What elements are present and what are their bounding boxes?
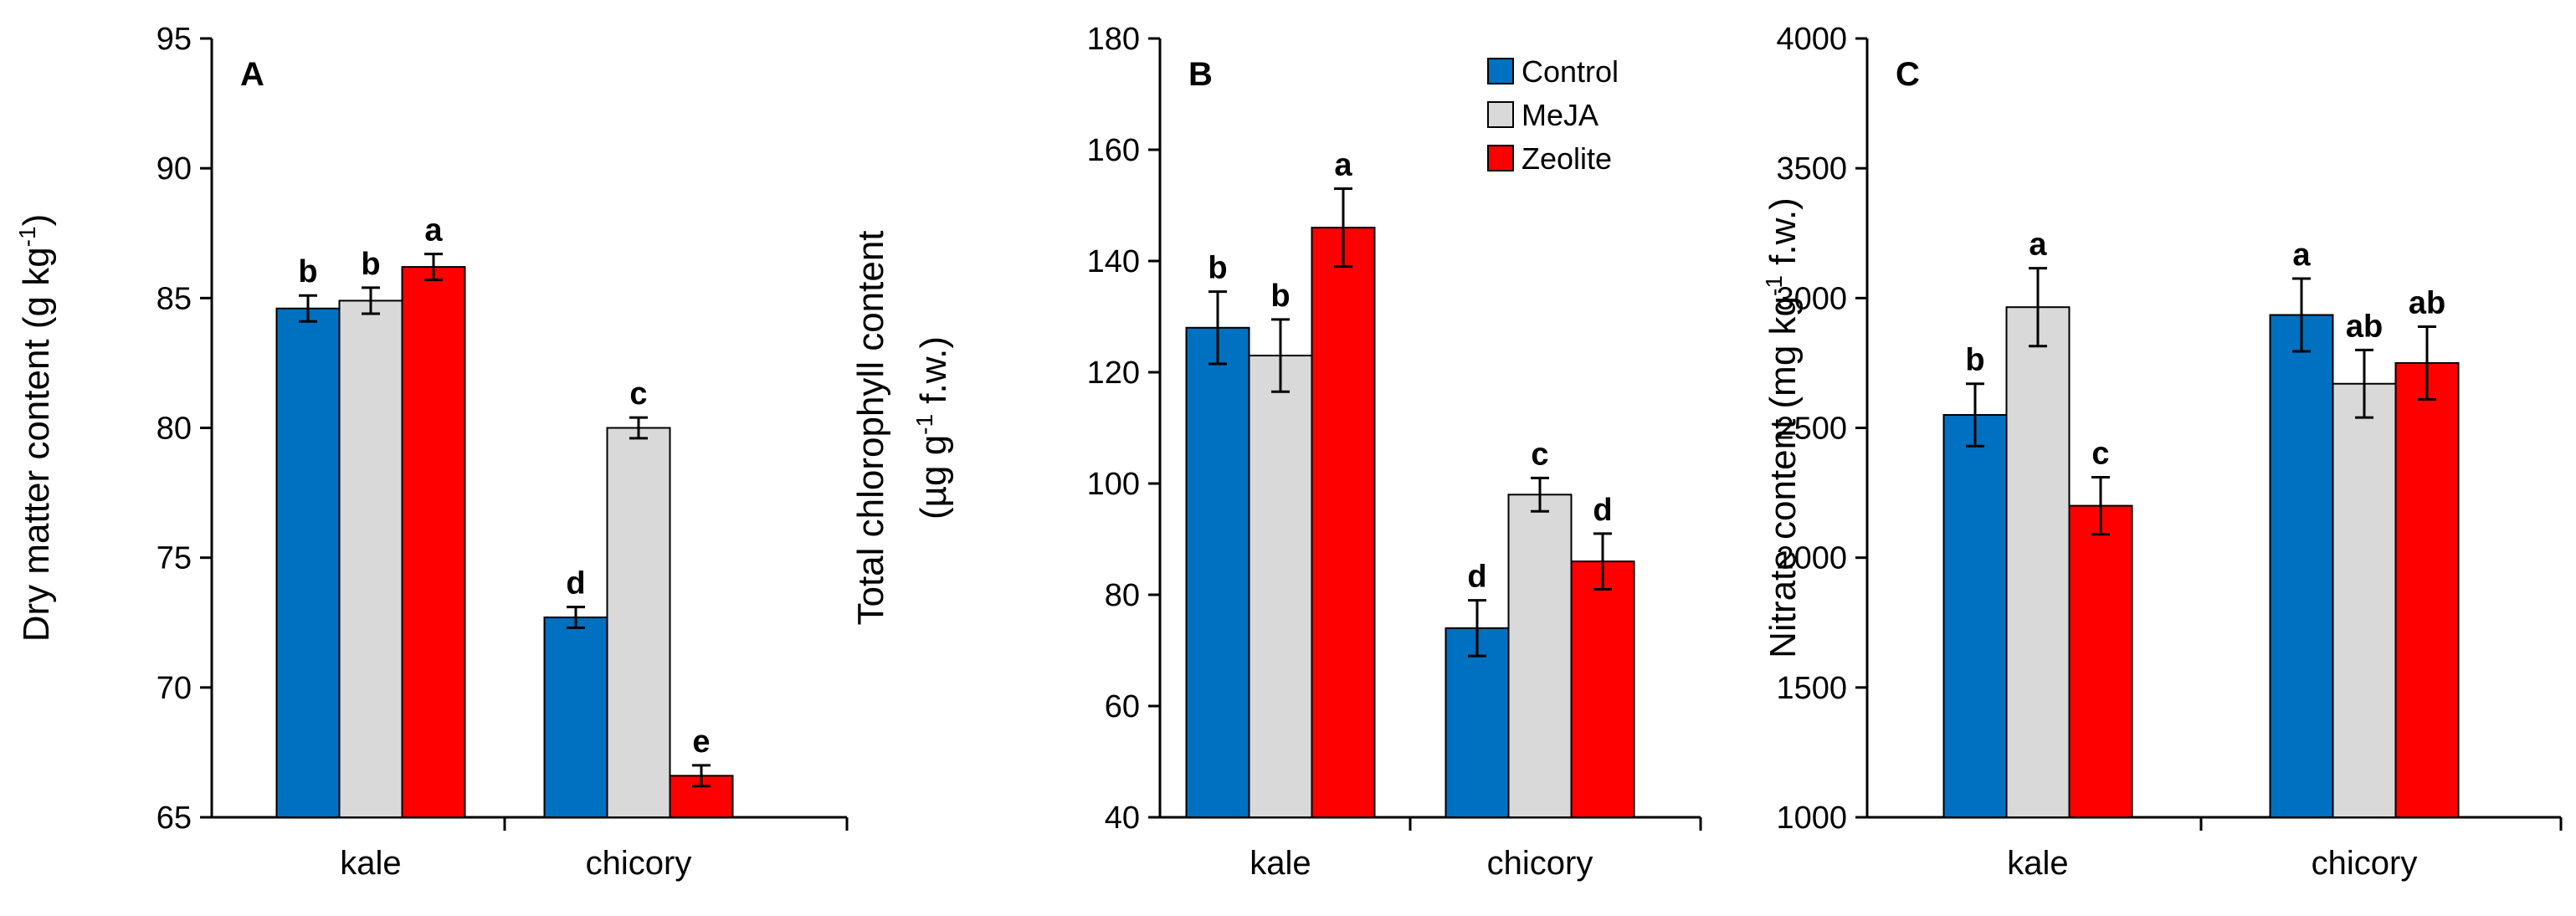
- y-tick-label: 40: [1105, 801, 1140, 836]
- y-axis-label-superscript: -1: [14, 226, 40, 247]
- y-tick-label: 3000: [1776, 281, 1847, 316]
- y-tick-label: 3500: [1776, 151, 1847, 187]
- significance-letter: c: [1531, 437, 1548, 472]
- bar-meja: [338, 299, 403, 819]
- panel-letter: A: [240, 56, 264, 93]
- y-tick-label: 65: [157, 801, 192, 836]
- x-category-label: kale: [340, 845, 401, 882]
- bar-zeolite: [2394, 361, 2460, 818]
- bar-control: [2269, 314, 2334, 818]
- significance-letter: d: [1593, 493, 1612, 528]
- significance-letter: b: [1208, 251, 1227, 286]
- x-category-label: kale: [2007, 845, 2068, 882]
- bar-zeolite: [1570, 560, 1635, 818]
- y-axis-label-superscript: -1: [1761, 275, 1787, 296]
- bar-meja: [606, 427, 671, 818]
- y-axis-label-part: (µg g: [913, 435, 954, 519]
- legend-label: Control: [1521, 54, 1619, 89]
- panel-a: 65 70 75 80 85 90 95 kale chicory Ab d b c a e Dry matt…: [14, 22, 849, 882]
- significance-letter: d: [1467, 560, 1486, 595]
- significance-letter: c: [629, 376, 647, 412]
- significance-letter: ab: [2346, 309, 2383, 344]
- y-tick-label: 80: [157, 412, 192, 447]
- significance-letter: a: [2029, 228, 2047, 263]
- y-axis-label-superscript: -1: [911, 414, 937, 435]
- y-tick-label: 70: [157, 671, 192, 706]
- y-tick-label: 100: [1087, 467, 1140, 502]
- x-category-label: chicory: [2312, 845, 2418, 882]
- significance-letter: b: [1965, 343, 1984, 378]
- y-tick-label: 60: [1105, 689, 1140, 724]
- bar-control: [1445, 627, 1510, 819]
- significance-letter: b: [361, 247, 380, 282]
- bar-meja: [2005, 306, 2071, 818]
- legend-swatch-meja: [1487, 101, 1514, 128]
- y-tick-label: 2000: [1776, 541, 1847, 576]
- significance-letter: b: [1270, 279, 1290, 314]
- significance-letter: a: [1334, 148, 1352, 183]
- significance-letter: c: [2091, 436, 2109, 471]
- y-axis-label: Nitrate content (mg kg-1 f.w.): [1761, 197, 1804, 658]
- y-tick-label: 1000: [1776, 801, 1847, 836]
- y-axis-label-line2: (µg g-1 f.w.): [911, 336, 954, 519]
- y-tick-label: 85: [157, 281, 192, 316]
- y-tick-label: 160: [1087, 133, 1140, 168]
- bar-meja: [2332, 382, 2397, 818]
- panel-letter: C: [1896, 56, 1920, 93]
- bar-meja: [1507, 494, 1573, 818]
- x-category-label: kale: [1250, 845, 1311, 882]
- panel-c: 1000 1500 2000 2500 3000 3500 4000 kale chicory C…: [1761, 22, 2563, 882]
- y-axis-label: Total chlorophyll content: [850, 230, 891, 625]
- significance-letter: ab: [2409, 285, 2445, 320]
- significance-letter: a: [424, 213, 443, 248]
- bar-control: [543, 617, 608, 818]
- bar-zeolite: [2068, 504, 2133, 818]
- y-tick-label: 180: [1087, 22, 1140, 57]
- significance-letter: b: [298, 254, 317, 289]
- bar-zeolite: [401, 266, 466, 818]
- y-axis-label-part: f.w.): [1763, 197, 1804, 275]
- y-tick-label: 1500: [1776, 671, 1847, 706]
- y-axis-label: Dry matter content (g kg-1): [14, 214, 57, 642]
- significance-letter: d: [566, 566, 585, 601]
- x-category-label: chicory: [1487, 845, 1593, 882]
- y-tick-label: 80: [1105, 578, 1140, 613]
- legend: Control MeJA Zeolite: [1487, 54, 1619, 176]
- y-tick-label: 4000: [1776, 22, 1847, 57]
- significance-letter: a: [2292, 238, 2311, 273]
- bar-control: [275, 307, 341, 819]
- panel-b: 40 60 80 100 120 140 160 180 kale chicory Bb d b c a d T…: [850, 22, 1702, 882]
- legend-label: MeJA: [1521, 98, 1598, 132]
- legend-swatch-control: [1487, 58, 1514, 84]
- y-tick-label: 90: [157, 151, 192, 187]
- y-tick-label: 2500: [1776, 412, 1847, 447]
- bar-meja: [1248, 355, 1313, 818]
- panel-letter: B: [1188, 56, 1213, 93]
- x-category-label: chicory: [586, 845, 692, 882]
- significance-letter: e: [692, 724, 710, 760]
- bar-control: [1942, 413, 2008, 818]
- legend-label: Zeolite: [1521, 141, 1612, 176]
- y-tick-label: 95: [157, 22, 192, 57]
- bar-control: [1185, 326, 1250, 818]
- y-axis-label-part: ): [16, 214, 57, 227]
- y-axis-label-part: Nitrate content (mg kg: [1763, 296, 1804, 658]
- bar-zeolite: [1311, 227, 1376, 819]
- y-axis-label-part: f.w.): [913, 336, 954, 414]
- y-tick-label: 140: [1087, 244, 1140, 279]
- y-axis-label-part: Dry matter content (g kg: [16, 247, 57, 642]
- y-tick-label: 75: [157, 541, 192, 576]
- y-tick-label: 120: [1087, 356, 1140, 391]
- legend-swatch-zeolite: [1487, 145, 1514, 171]
